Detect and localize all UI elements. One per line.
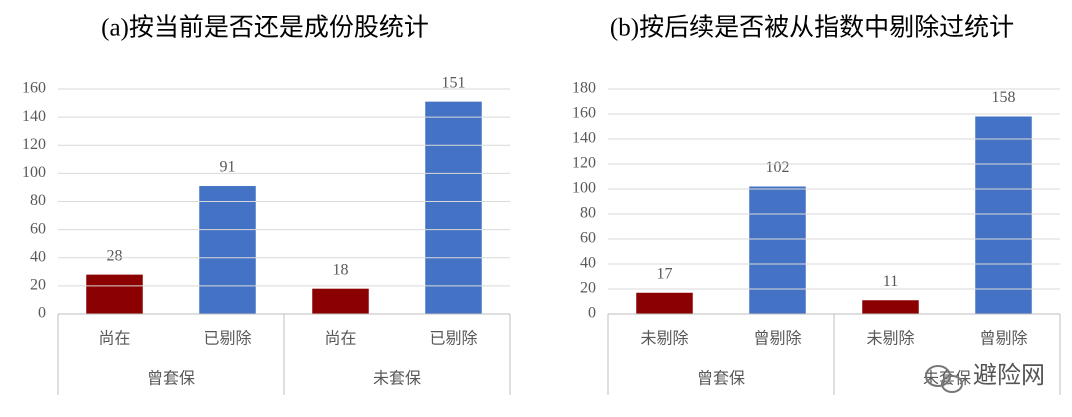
x-tick-label: 曾剔除 xyxy=(979,330,1027,348)
data-label: 102 xyxy=(766,159,790,176)
x-tick-label: 尚在 xyxy=(324,330,356,348)
data-label: 18 xyxy=(333,261,349,278)
data-label: 151 xyxy=(442,74,466,91)
y-tick-label: 40 xyxy=(30,248,46,265)
bar xyxy=(312,288,369,314)
y-tick-label: 160 xyxy=(22,80,46,97)
bar xyxy=(425,101,482,314)
y-tick-label: 80 xyxy=(30,192,46,209)
chart-title: (a)按当前是否还是成份股统计 xyxy=(101,14,429,42)
y-tick-label: 100 xyxy=(572,180,596,197)
x-tick-label: 曾剔除 xyxy=(753,330,801,348)
data-label: 158 xyxy=(992,89,1016,106)
y-tick-label: 140 xyxy=(572,130,596,147)
y-tick-label: 60 xyxy=(30,220,46,237)
bar xyxy=(975,116,1032,314)
y-tick-label: 180 xyxy=(572,80,596,97)
y-tick-label: 0 xyxy=(38,305,46,322)
y-tick-label: 0 xyxy=(588,305,596,322)
y-tick-label: 140 xyxy=(22,108,46,125)
x-tick-label: 尚在 xyxy=(98,330,130,348)
y-tick-label: 160 xyxy=(572,105,596,122)
y-tick-label: 20 xyxy=(580,280,596,297)
y-tick-label: 40 xyxy=(580,255,596,272)
data-label: 11 xyxy=(883,273,898,290)
x-tick-label: 未剔除 xyxy=(640,330,688,348)
data-label: 28 xyxy=(107,247,123,264)
x-tick-label: 已剔除 xyxy=(203,330,251,348)
bar xyxy=(636,292,693,314)
y-tick-label: 80 xyxy=(580,205,596,222)
group-label: 未套保 xyxy=(373,370,421,388)
y-tick-label: 60 xyxy=(580,230,596,247)
watermark: 避险网 xyxy=(973,361,1045,389)
chart-title: (b)按后续是否被从指数中剔除过统计 xyxy=(610,14,1014,42)
bar xyxy=(749,186,806,314)
data-label: 17 xyxy=(657,265,673,282)
y-tick-label: 100 xyxy=(22,164,46,181)
bar xyxy=(862,300,919,314)
group-label: 曾套保 xyxy=(697,370,745,388)
group-label: 未套保 xyxy=(923,370,971,388)
data-label: 91 xyxy=(220,159,236,176)
bar xyxy=(86,274,143,314)
y-tick-label: 120 xyxy=(572,155,596,172)
y-tick-label: 120 xyxy=(22,136,46,153)
bar xyxy=(199,186,256,314)
group-label: 曾套保 xyxy=(147,370,195,388)
watermark-icon xyxy=(925,365,963,393)
y-tick-label: 20 xyxy=(30,277,46,294)
x-tick-label: 未剔除 xyxy=(866,330,914,348)
x-tick-label: 已剔除 xyxy=(429,330,477,348)
